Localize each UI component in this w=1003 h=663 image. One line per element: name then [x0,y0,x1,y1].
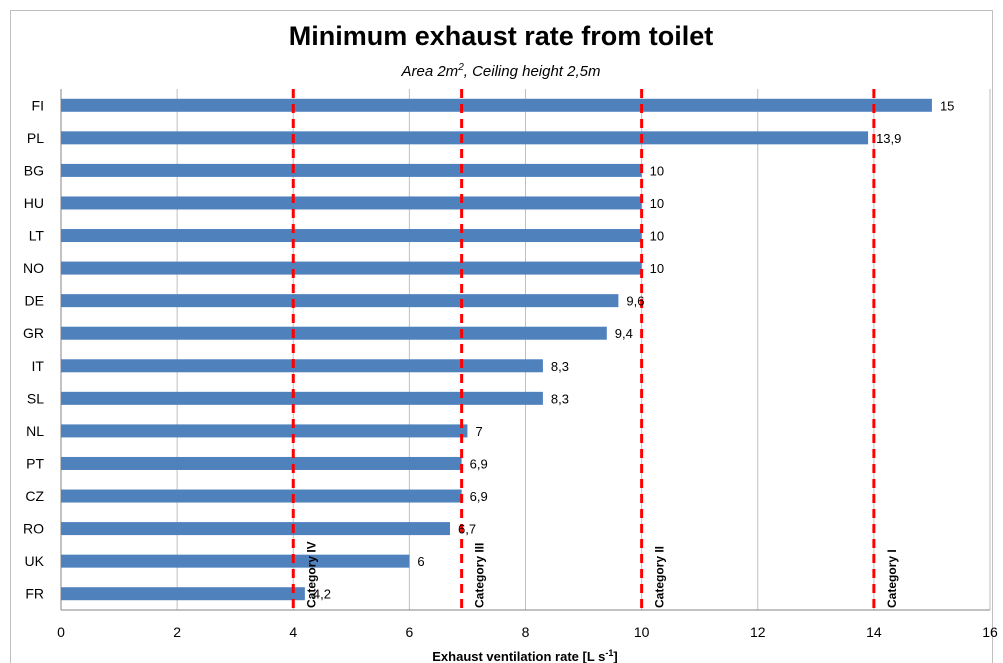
data-label: 6,7 [458,522,476,537]
data-label: 13,9 [876,131,901,146]
data-label: 6 [417,554,424,569]
category-label: PT [26,455,44,471]
category-label: RO [23,521,44,537]
chart-subtitle: Area 2m2, Ceiling height 2,5m [400,62,600,80]
category-label: BG [24,162,44,178]
reference-lines [291,89,876,610]
data-label: 10 [650,261,664,276]
data-label: 9,4 [615,326,633,341]
category-label: FI [32,97,44,113]
bar [61,294,619,308]
x-tick-label: 2 [173,624,181,640]
subtitle-prefix: Area 2m [400,63,458,80]
bar [61,391,543,405]
bars [61,98,932,601]
data-label: 10 [650,163,664,178]
reference-line-label: Category II [653,546,667,608]
data-label: 8,3 [551,359,569,374]
x-tick-label: 6 [405,624,413,640]
category-label: NO [23,260,44,276]
reference-line-label: Category III [473,543,487,608]
x-tick-label: 16 [982,624,998,640]
x-tick-label: 12 [750,624,766,640]
data-label: 8,3 [551,391,569,406]
data-label: 6,9 [470,489,488,504]
bar [61,229,642,243]
xlabel-prefix: Exhaust ventilation rate [L s [432,649,605,663]
category-label: UK [25,553,45,569]
category-label: FR [25,586,44,602]
bar [61,522,451,536]
data-label: 9,6 [626,294,644,309]
category-label: CZ [25,488,44,504]
data-label: 15 [940,98,954,113]
subtitle-suffix: , Ceiling height 2,5m [464,63,601,80]
bar [61,424,468,438]
bar [61,554,410,568]
category-label: SL [27,390,44,406]
x-tick-label: 8 [522,624,530,640]
chart-title: Minimum exhaust rate from toilet [289,21,714,51]
x-tick-label: 0 [57,624,65,640]
reference-line-label: Category IV [304,541,318,608]
data-label: 7 [475,424,482,439]
category-label: HU [24,195,44,211]
x-axis-title: Exhaust ventilation rate [L s-1] [432,648,618,663]
category-label: GR [23,325,44,341]
bar [61,587,305,601]
data-label: 4,2 [313,587,331,602]
bar [61,456,462,470]
subtitle-superscript: 2 [457,62,464,73]
data-label: 10 [650,229,664,244]
bar [61,98,932,112]
category-label: NL [26,423,44,439]
data-label: 10 [650,196,664,211]
x-tick-label: 10 [634,624,650,640]
data-label: 6,9 [470,456,488,471]
bar [61,131,869,145]
x-tick-label: 14 [866,624,882,640]
category-label: PL [27,130,44,146]
category-label: DE [25,293,44,309]
xlabel-superscript: -1 [605,648,613,658]
category-label: IT [32,358,45,374]
bar [61,326,607,340]
bar [61,196,642,210]
labels: 0 2 4 6 8 10 12 14 16 FI 15 PL 13,9 BG 10 HU 10 LT 10 NO 10 D… [23,97,998,640]
category-label: LT [29,228,45,244]
reference-line-label: Category I [885,549,899,608]
bar [61,261,642,275]
bar [61,359,543,373]
xlabel-suffix: ] [613,649,617,663]
bar [61,489,462,503]
x-tick-label: 4 [289,624,297,640]
bar [61,163,642,177]
